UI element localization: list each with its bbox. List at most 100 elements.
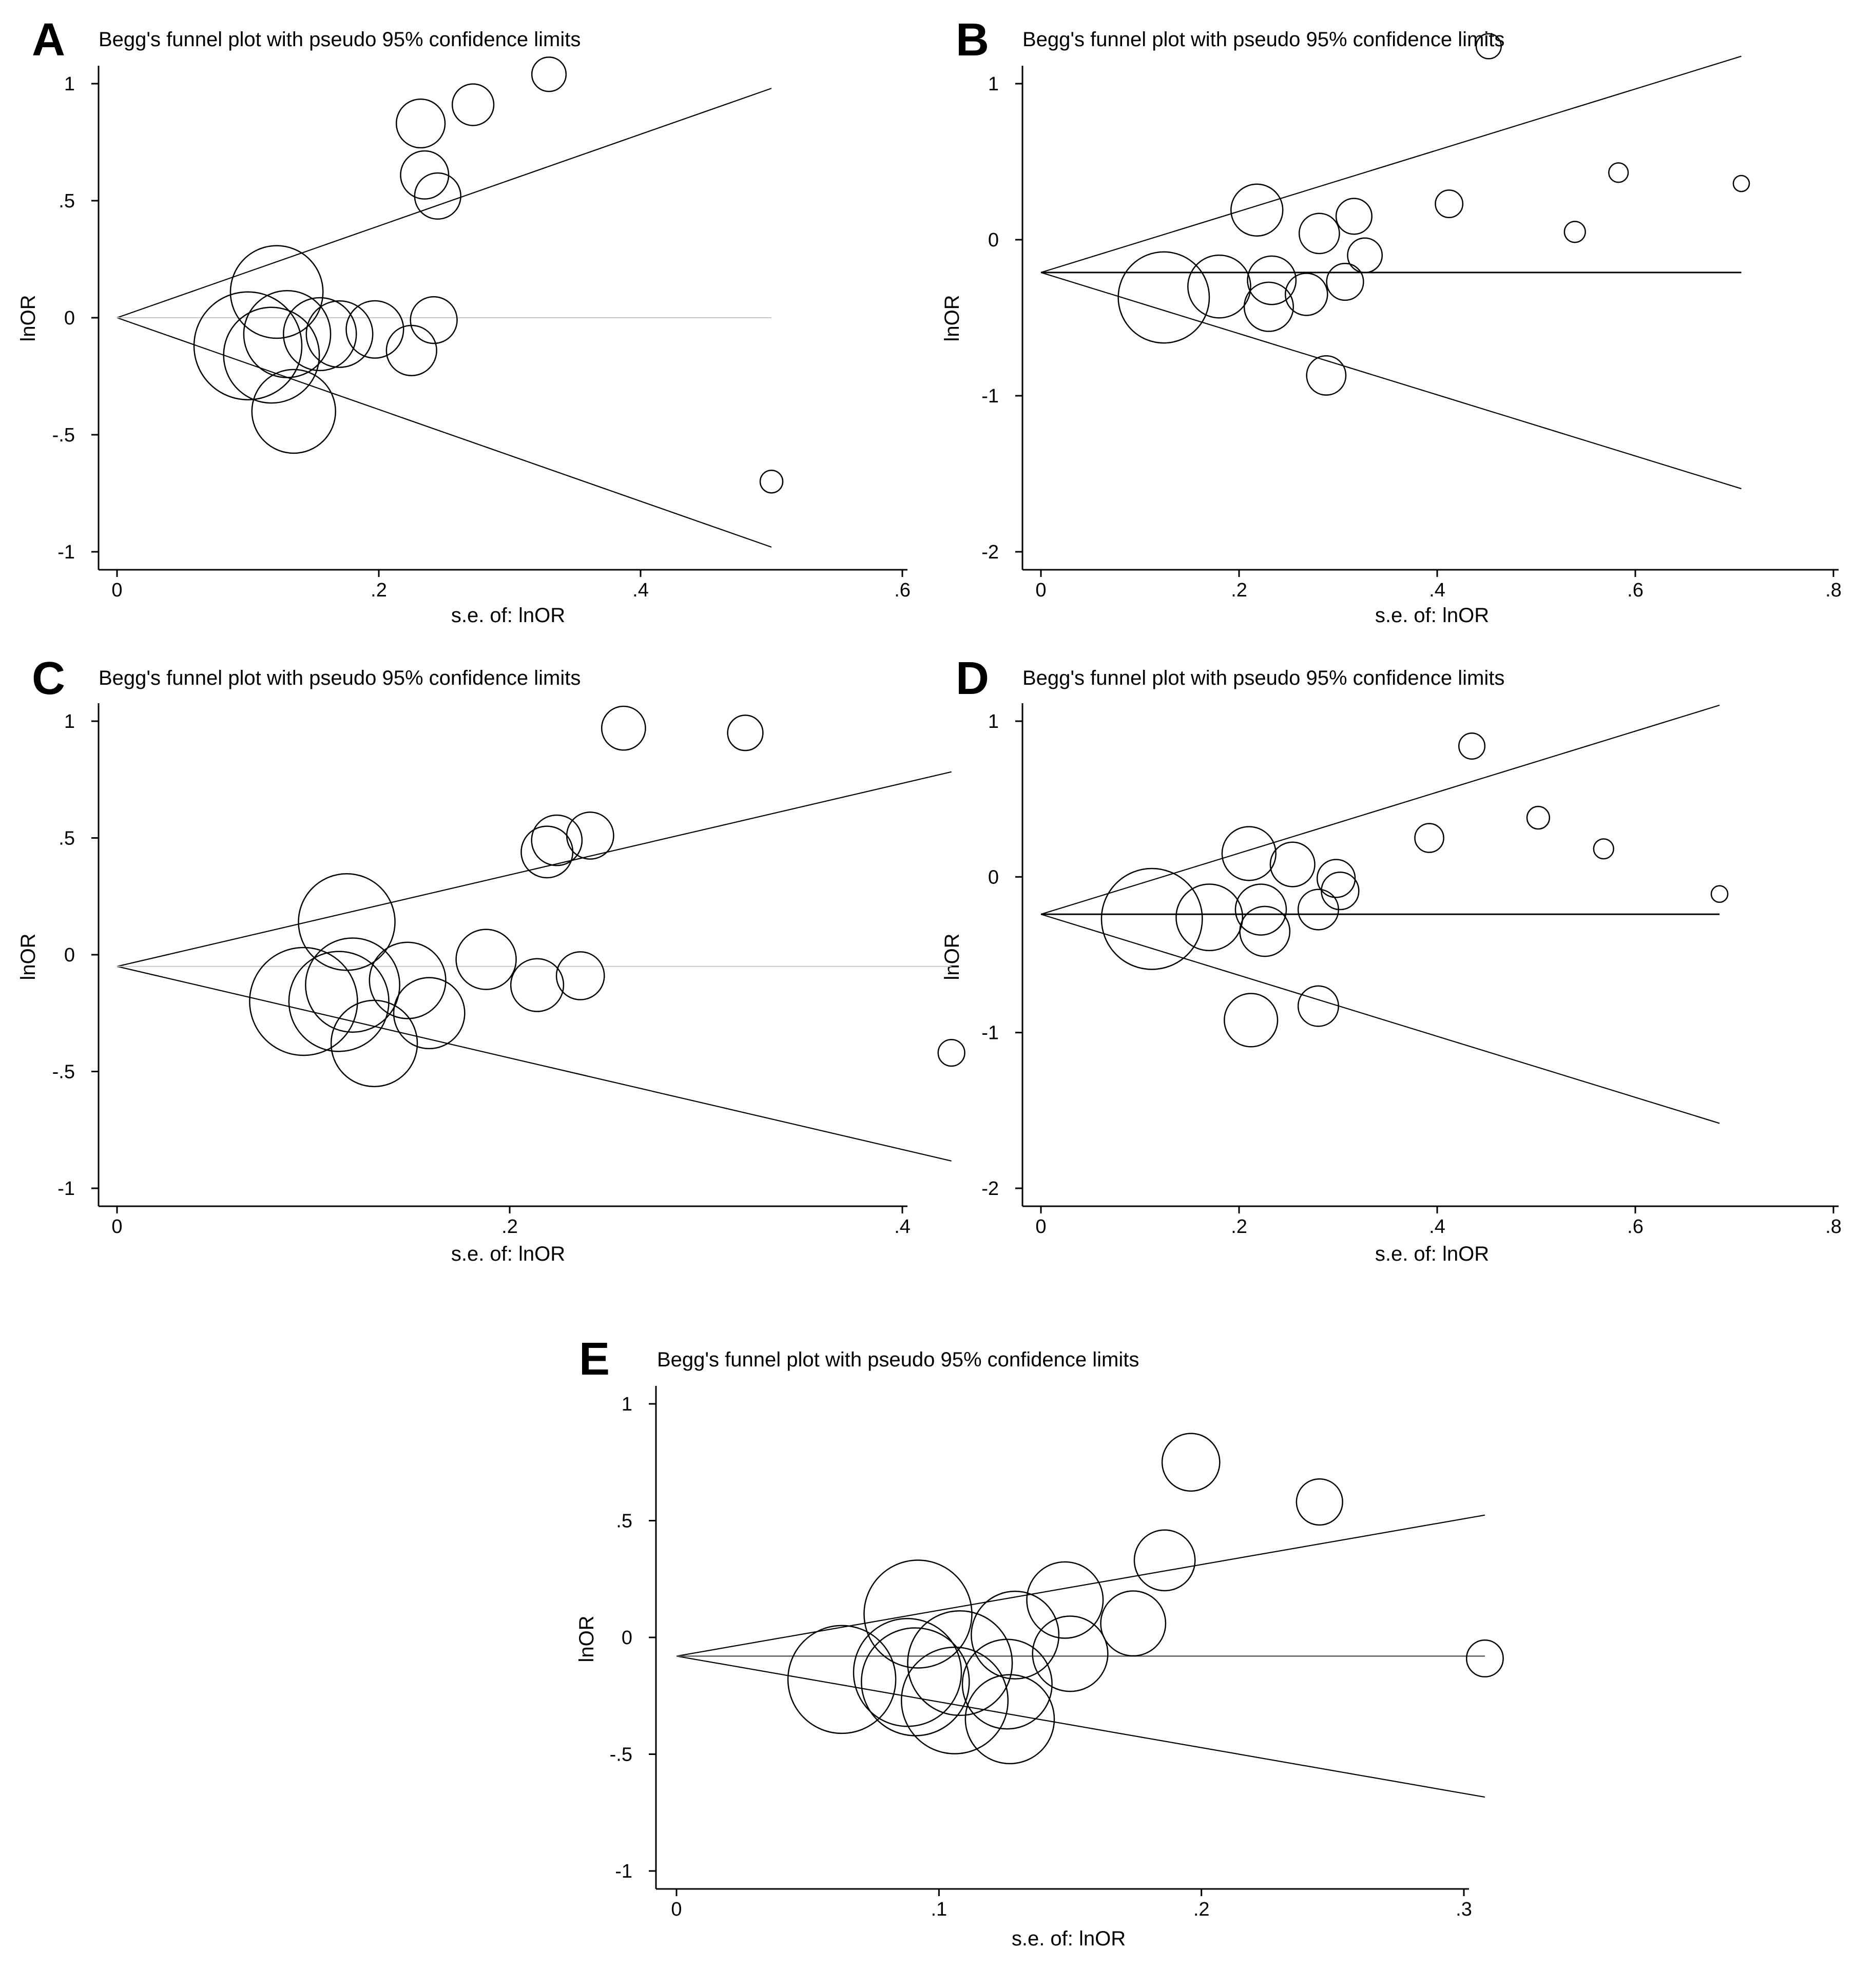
study-point-b xyxy=(1298,213,1340,255)
study-point-d xyxy=(1239,905,1291,957)
study-point-c xyxy=(249,947,358,1056)
y-tick-label-e: 1 xyxy=(622,1394,632,1415)
study-point-c xyxy=(393,977,466,1050)
y-tick-label-b: 0 xyxy=(988,229,999,251)
y-tick-label-b: -2 xyxy=(981,542,999,563)
study-point-c xyxy=(520,825,574,879)
study-point-c xyxy=(727,715,764,751)
y-axis-label-d: lnOR xyxy=(941,933,963,980)
lower-confidence-limit-d xyxy=(1040,914,1720,1124)
study-point-e xyxy=(964,1674,1055,1765)
study-point-d xyxy=(1175,883,1244,952)
study-point-a xyxy=(531,56,567,92)
study-point-d xyxy=(1297,985,1339,1027)
study-point-c xyxy=(305,937,400,1033)
y-axis-label-e: lnOR xyxy=(575,1615,598,1662)
x-axis-label-a: s.e. of: lnOR xyxy=(451,604,565,627)
y-axis-label-a: lnOR xyxy=(17,295,40,341)
study-point-a xyxy=(345,300,404,359)
study-point-c xyxy=(937,1038,965,1067)
upper-confidence-limit-b xyxy=(1040,55,1742,273)
upper-confidence-limit-d xyxy=(1040,704,1720,915)
chart-title-e: Begg's funnel plot with pseudo 95% confi… xyxy=(657,1348,1139,1371)
study-point-a xyxy=(283,297,357,372)
x-tick-label-c: 0 xyxy=(111,1216,122,1238)
study-point-d xyxy=(1414,823,1444,853)
chart-title-d: Begg's funnel plot with pseudo 95% confi… xyxy=(1022,667,1504,689)
lower-confidence-limit-a xyxy=(117,317,772,548)
study-point-a xyxy=(243,290,332,378)
funnel-plot-d: 1 0 -1 -2 0 .2 .4 .6 .8 xyxy=(981,703,1842,1238)
study-point-e xyxy=(1026,1561,1104,1639)
study-point-e xyxy=(971,1590,1060,1680)
x-tick-label-e: 0 xyxy=(671,1899,682,1920)
y-tick-label-b: 1 xyxy=(988,73,999,95)
y-tick-label-c: .5 xyxy=(59,828,75,850)
study-point-c xyxy=(288,951,390,1052)
study-point-d xyxy=(1593,838,1614,860)
study-point-b xyxy=(1732,175,1750,192)
study-point-c xyxy=(455,929,517,990)
study-point-d xyxy=(1269,841,1316,887)
x-tick-label-b: .2 xyxy=(1231,580,1247,601)
x-tick-label-a: .4 xyxy=(632,580,649,601)
upper-confidence-limit-e xyxy=(676,1514,1485,1657)
y-tick-label-a: .5 xyxy=(59,190,75,212)
lower-confidence-limit-b xyxy=(1040,272,1742,490)
study-point-b xyxy=(1608,162,1629,183)
y-tick-label-d: -2 xyxy=(981,1178,999,1200)
study-point-a xyxy=(229,245,324,339)
x-tick-label-e: .3 xyxy=(1456,1899,1472,1920)
x-tick-label-e: .2 xyxy=(1193,1899,1210,1920)
study-point-d xyxy=(1458,732,1486,760)
study-point-a xyxy=(414,172,461,220)
study-point-e xyxy=(863,1559,973,1669)
study-point-d xyxy=(1221,826,1277,881)
y-tick-label-e: -1 xyxy=(615,1861,632,1882)
study-point-a xyxy=(305,300,374,368)
study-point-a xyxy=(251,369,336,454)
study-point-d xyxy=(1297,889,1339,931)
study-point-a xyxy=(193,291,303,400)
study-point-a xyxy=(400,150,450,200)
y-tick-label-a: 0 xyxy=(64,307,75,329)
study-point-b xyxy=(1230,183,1284,237)
study-point-a xyxy=(759,469,784,494)
panel-letter-d: D xyxy=(956,653,989,704)
chart-title-a: Begg's funnel plot with pseudo 95% confi… xyxy=(99,28,581,51)
lower-confidence-limit-e xyxy=(676,1655,1485,1798)
x-tick-label-c: .2 xyxy=(501,1216,518,1238)
funnel-plot-a: 1 .5 0 -.5 -1 0 .2 .4 .6 xyxy=(52,56,911,601)
y-tick-label-e: -.5 xyxy=(610,1744,632,1766)
study-point-a xyxy=(451,83,495,126)
study-point-e xyxy=(1161,1433,1221,1492)
study-point-e xyxy=(1100,1590,1167,1657)
x-tick-label-b: .8 xyxy=(1825,580,1842,601)
study-point-c xyxy=(330,999,418,1088)
lower-confidence-limit-c xyxy=(117,966,952,1162)
study-point-c xyxy=(566,812,614,860)
y-tick-label-c: -1 xyxy=(57,1178,75,1200)
y-axis-label-b: lnOR xyxy=(941,295,963,341)
x-tick-label-d: .4 xyxy=(1429,1216,1445,1238)
study-point-a xyxy=(223,306,320,404)
study-point-e xyxy=(787,1625,897,1734)
study-point-c xyxy=(601,705,646,751)
y-tick-label-e: 0 xyxy=(622,1627,632,1649)
x-tick-label-b: 0 xyxy=(1035,580,1046,601)
study-point-e xyxy=(1465,1639,1504,1677)
y-tick-label-a: -1 xyxy=(57,542,75,563)
x-tick-label-d: .2 xyxy=(1231,1216,1247,1238)
chart-title-b: Begg's funnel plot with pseudo 95% confi… xyxy=(1022,28,1504,51)
study-point-d xyxy=(1234,883,1287,936)
study-point-c xyxy=(555,951,605,1000)
study-point-b xyxy=(1306,355,1347,396)
study-point-b xyxy=(1247,255,1297,305)
study-point-b xyxy=(1243,281,1294,332)
y-tick-label-c: 0 xyxy=(64,944,75,966)
panel-letter-b: B xyxy=(956,14,989,66)
study-point-d xyxy=(1316,859,1356,898)
study-point-b xyxy=(1435,189,1464,219)
x-tick-label-a: .2 xyxy=(371,580,387,601)
